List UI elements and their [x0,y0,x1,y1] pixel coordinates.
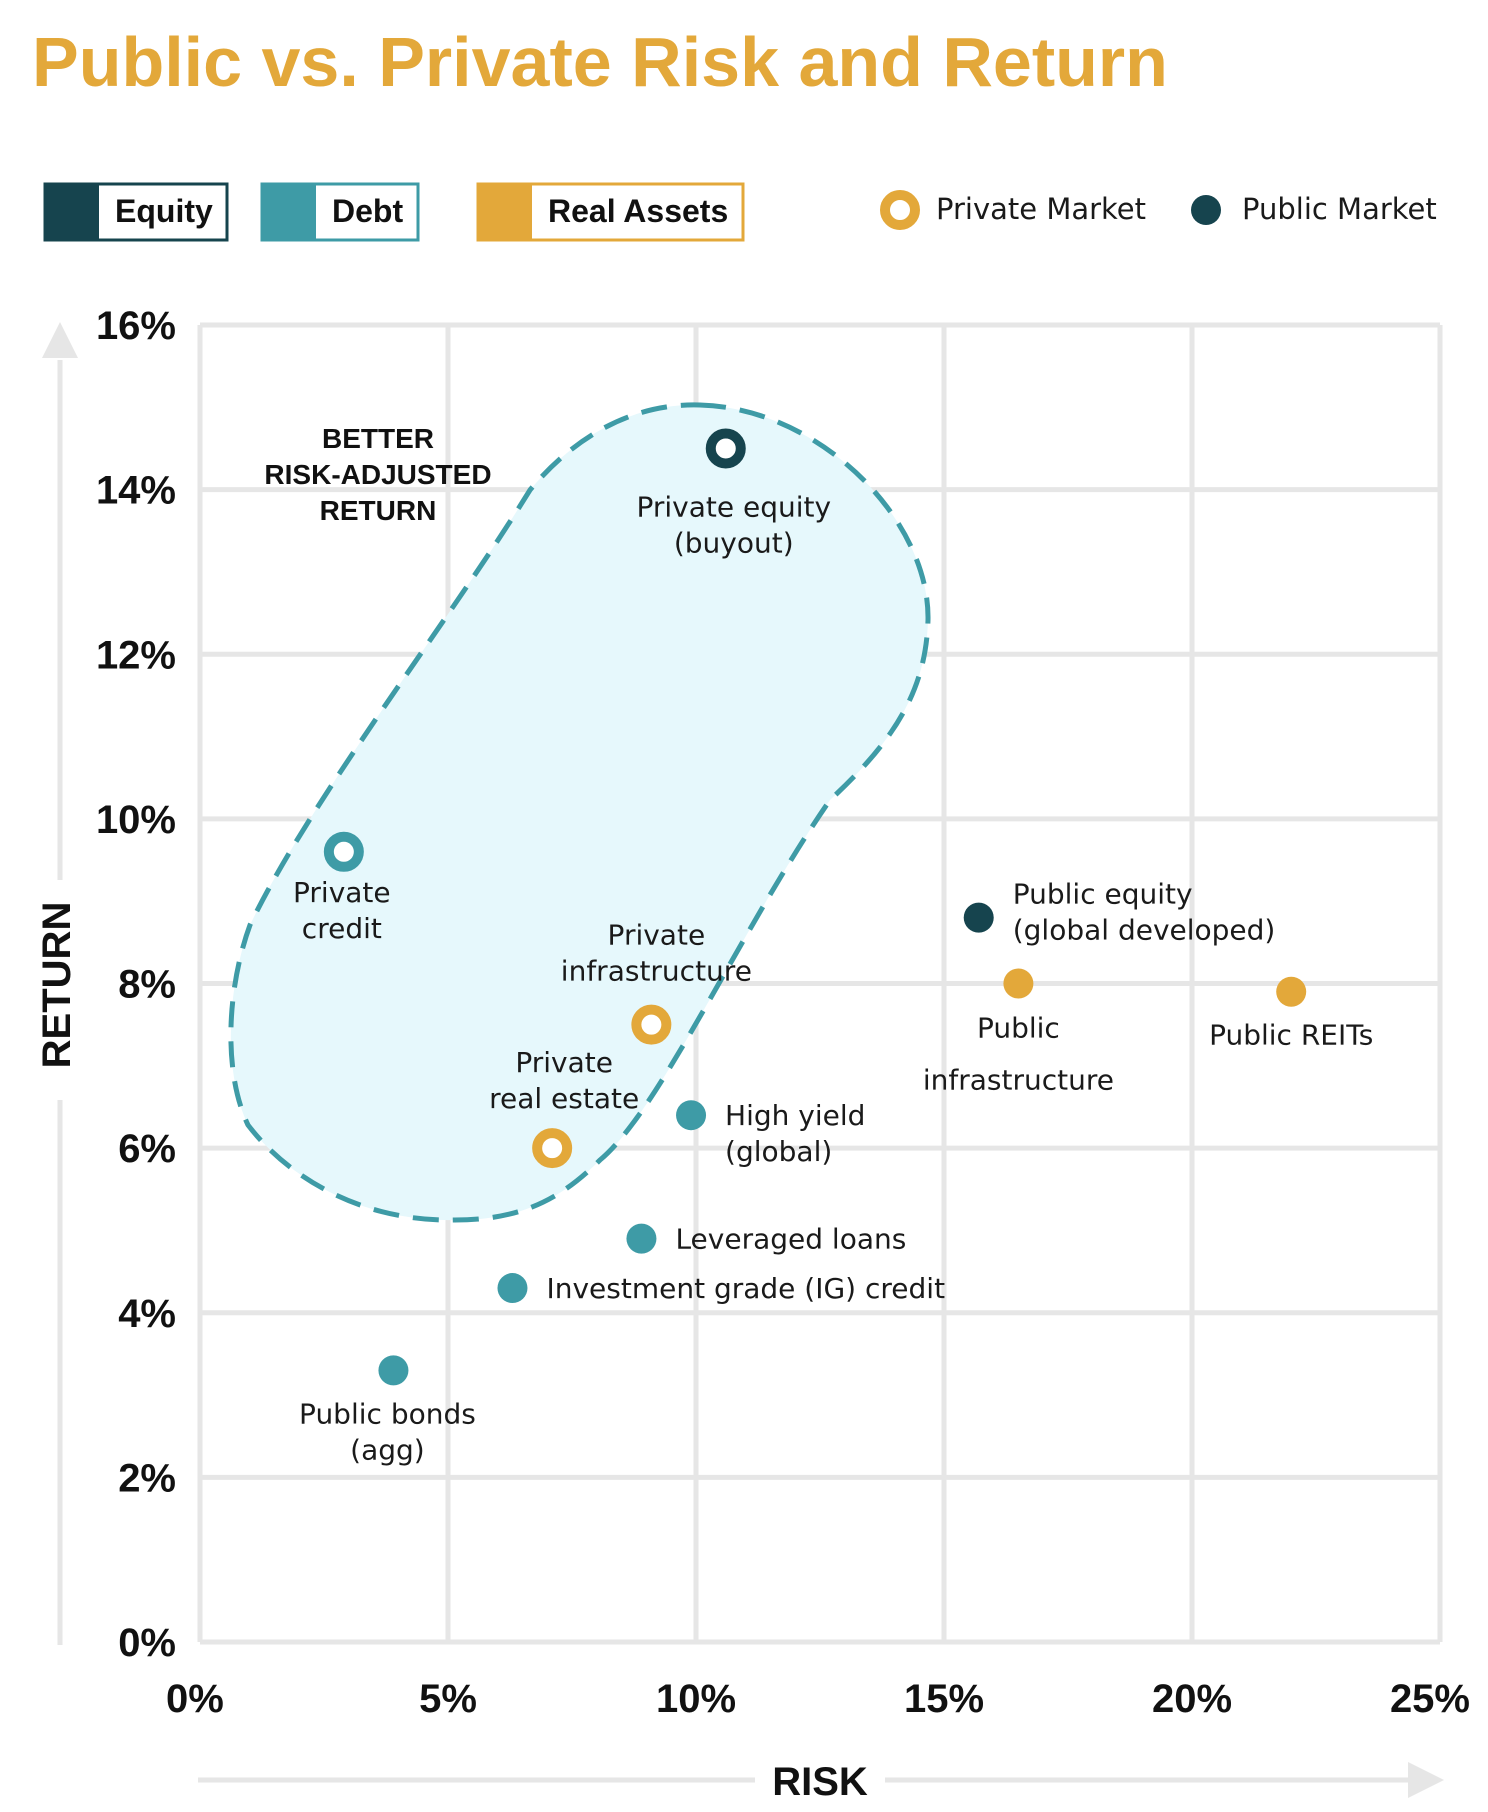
legend-real_assets-swatch [478,184,532,240]
arrow-right-icon [1408,1762,1444,1798]
point-label: (global) [725,1135,832,1168]
chart-title: Public vs. Private Risk and Return [32,23,1168,101]
y-tick-label: 6% [118,1127,176,1171]
x-tick-label: 10% [656,1677,736,1721]
annotation-line: RISK-ADJUSTED [264,459,491,490]
point-label: credit [302,912,382,945]
better-risk-adjusted-zone [228,402,931,1223]
legend-debt-swatch [262,184,316,240]
legend-equity-swatch [45,184,99,240]
point-label: Leveraged loans [675,1223,906,1256]
point-label: Private [608,919,706,952]
y-tick-label: 16% [96,304,176,348]
point-label: real estate [489,1082,639,1115]
legend-debt-label: Debt [332,193,403,229]
x-tick-label: 5% [419,1677,477,1721]
point-label: High yield [725,1099,865,1132]
point-label: infrastructure [923,1064,1114,1097]
x-tick-label: 25% [1390,1677,1470,1721]
annotation-line: RETURN [320,495,437,526]
private-market-point [705,428,746,469]
point-label: infrastructure [561,955,752,988]
point-label: Public [977,1012,1060,1045]
point-label: Public bonds [299,1397,476,1430]
public-market-point [1276,976,1307,1007]
point-label: Private [515,1046,613,1079]
y-tick-label: 4% [118,1292,176,1336]
point-label: (global developed) [1013,914,1276,947]
y-tick-label: 12% [96,633,176,677]
y-tick-label: 14% [96,469,176,513]
legend-private-label: Private Market [936,192,1146,226]
y-axis-title: RETURN [35,902,79,1069]
public-market-point [497,1273,528,1304]
x-tick-label: 0% [166,1677,224,1721]
highlight-zone-outline [228,402,931,1223]
public-market-point [963,902,994,933]
private-market-point [532,1128,573,1169]
private-market-point [323,831,364,872]
point-label: (agg) [350,1433,425,1466]
legend-equity-label: Equity [115,193,213,229]
point-label: Private equity [636,490,831,523]
y-tick-label: 0% [118,1621,176,1665]
public-market-point [626,1223,657,1254]
annotation: BETTER RISK-ADJUSTED RETURN [264,423,491,526]
y-tick-label: 10% [96,798,176,842]
y-tick-label: 8% [118,963,176,1007]
point-label: Private [293,876,391,909]
x-axis-title: RISK [772,1760,868,1804]
legend-private-marker [880,190,920,230]
legend-real_assets-label: Real Assets [548,193,728,229]
legend-public-label: Public Market [1242,192,1437,226]
point-label: Public equity [1013,878,1193,911]
private-market-point [631,1004,672,1045]
annotation-line: BETTER [322,423,434,454]
y-tick-label: 2% [118,1456,176,1500]
public-market-point [1003,968,1034,999]
public-market-point [378,1355,409,1386]
point-label: Investment grade (IG) credit [546,1272,945,1305]
arrow-up-icon [42,322,78,358]
axes: 0% 2% 4% 6% 8% 10% 12% 14% 16% 0% 5% 10% 15% 20% 25% RE… [35,304,1470,1804]
x-tick-label: 15% [904,1677,984,1721]
point-label: Public REITs [1209,1019,1373,1052]
point-label: (buyout) [674,526,794,559]
public-market-point [676,1100,707,1131]
legend: Equity Debt Real Assets Private Market Publi… [43,182,1437,242]
legend-public-marker [1191,195,1221,225]
x-tick-label: 20% [1152,1677,1232,1721]
